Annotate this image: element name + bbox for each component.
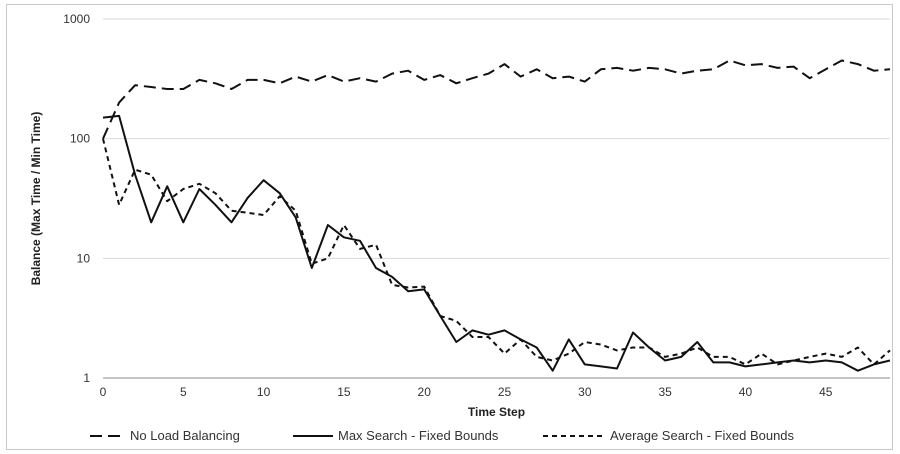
series-lines [102,59,891,372]
grid-lines [103,18,890,259]
legend-label-average-search: Average Search - Fixed Bounds [610,428,795,443]
series-line-max-search-fixed-bounds [102,114,891,372]
legend-label-max-search: Max Search - Fixed Bounds [338,428,499,443]
x-axis-title: Time Step [468,405,525,419]
x-tick-label: 35 [658,385,672,399]
y-tick-label: 1000 [63,12,90,26]
chart-frame [6,4,893,450]
x-tick-label: 5 [180,385,187,399]
y-tick-label: 100 [70,132,90,146]
y-tick-label: 10 [77,251,91,265]
legend: No Load Balancing Max Search - Fixed Bou… [90,428,795,443]
x-tick-label: 40 [739,385,753,399]
x-tick-label: 10 [257,385,271,399]
x-tick-label: 45 [819,385,833,399]
x-tick-label: 25 [498,385,512,399]
y-tick-label: 1 [83,371,90,385]
x-tick-label: 0 [100,385,107,399]
series-line-average-search-fixed-bounds [102,138,891,366]
x-axis-ticks: 0 5 10 15 20 25 30 35 40 45 [100,385,833,399]
x-tick-label: 30 [578,385,592,399]
x-tick-label: 15 [337,385,351,399]
legend-label-no-load-balancing: No Load Balancing [130,428,240,443]
series-line-no-load-balancing [102,59,891,140]
x-tick-label: 20 [418,385,432,399]
y-axis-ticks: 1 10 100 1000 [63,12,90,385]
y-axis-title: Balance (Max Time / Min Time) [29,112,43,286]
